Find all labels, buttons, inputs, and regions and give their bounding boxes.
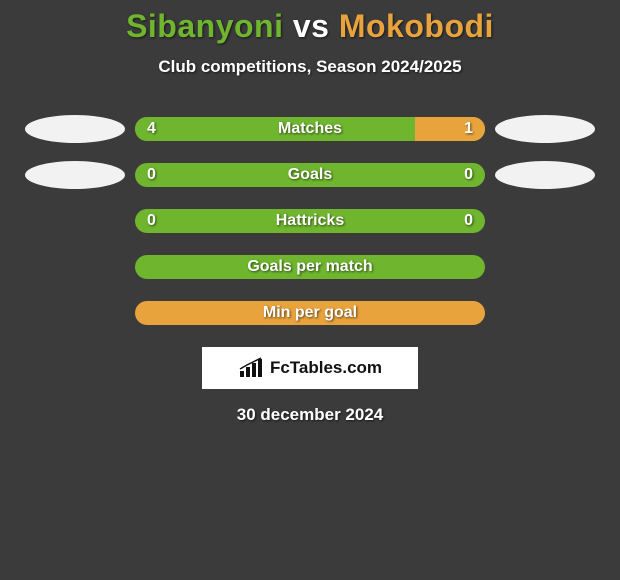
date-text: 30 december 2024 — [0, 405, 620, 425]
brand-text: FcTables.com — [270, 358, 382, 378]
stat-bar: 41Matches — [135, 117, 485, 141]
stat-row: Goals per match — [0, 255, 620, 279]
comparison-card: Sibanyoni vs Mokobodi Club competitions,… — [0, 0, 620, 425]
stat-bar: 00Goals — [135, 163, 485, 187]
stat-row: Min per goal — [0, 301, 620, 325]
stat-bar: Min per goal — [135, 301, 485, 325]
stat-label: Goals per match — [135, 255, 485, 279]
page-title: Sibanyoni vs Mokobodi — [0, 8, 620, 45]
stat-label: Matches — [135, 117, 485, 141]
stat-label: Min per goal — [135, 301, 485, 325]
stat-bar: Goals per match — [135, 255, 485, 279]
player2-badge-oval — [495, 161, 595, 189]
player2-badge-oval — [495, 115, 595, 143]
brand-box[interactable]: FcTables.com — [202, 347, 418, 389]
player1-badge-oval — [25, 115, 125, 143]
player1-badge-oval — [25, 161, 125, 189]
title-vs: vs — [293, 8, 330, 44]
stat-row: 00Hattricks — [0, 209, 620, 233]
bar-chart-icon — [238, 357, 264, 379]
stat-bar: 00Hattricks — [135, 209, 485, 233]
subtitle: Club competitions, Season 2024/2025 — [0, 57, 620, 77]
stat-row: 41Matches — [0, 117, 620, 141]
stat-label: Goals — [135, 163, 485, 187]
stat-row: 00Goals — [0, 163, 620, 187]
title-player1: Sibanyoni — [126, 8, 283, 44]
stats-rows: 41Matches 00Goals 00Hattricks Goals per mat… — [0, 117, 620, 325]
title-player2: Mokobodi — [339, 8, 494, 44]
stat-label: Hattricks — [135, 209, 485, 233]
